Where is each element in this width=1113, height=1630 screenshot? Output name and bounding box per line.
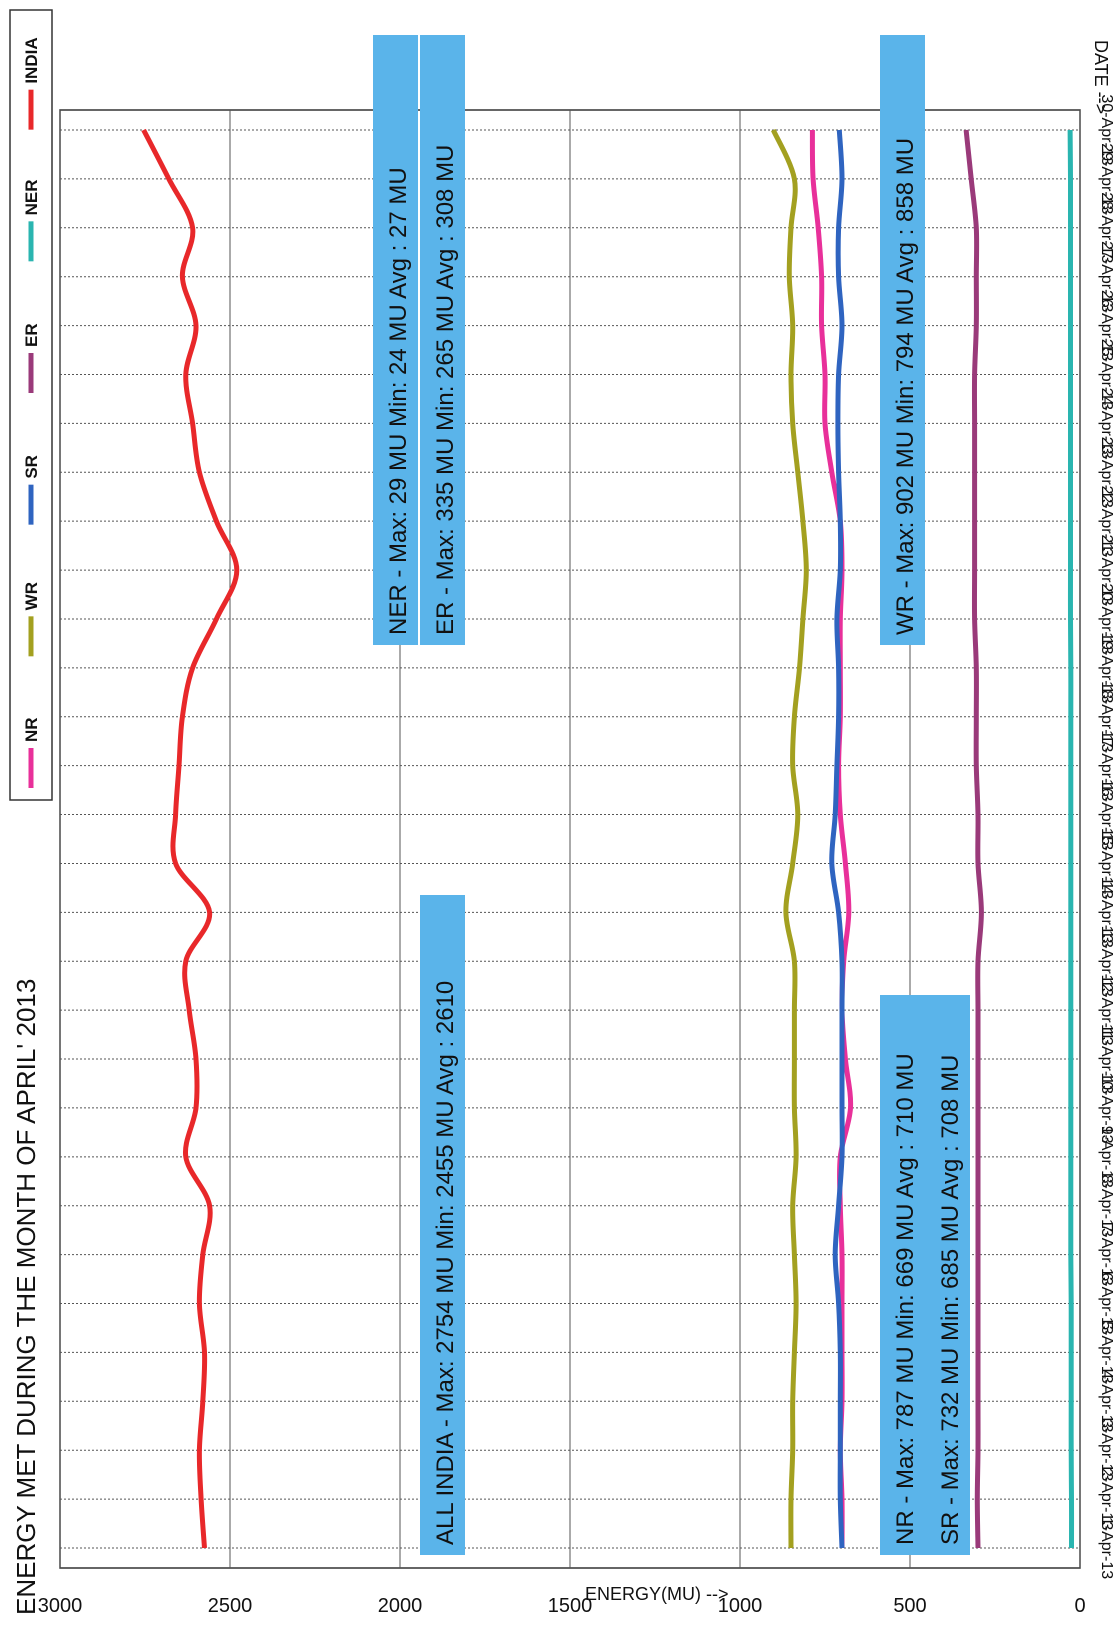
x-tick-label: 29-Apr-13: [1098, 143, 1113, 214]
x-tick-label: 16-Apr-13: [1098, 779, 1113, 850]
chart-title: ENERGY MET DURING THE MONTH OF APRIL' 20…: [11, 979, 41, 1615]
x-tick-label: 6-Apr-13: [1098, 1272, 1113, 1334]
legend-label-india: INDIA: [22, 37, 41, 83]
series-lines: [141, 128, 1075, 1549]
x-tick-label: 25-Apr-13: [1098, 339, 1113, 410]
annotation-box: [420, 895, 465, 1555]
x-tick-label: 26-Apr-13: [1098, 290, 1113, 361]
y-tick-label: 1500: [548, 1595, 593, 1617]
x-tick-label: 18-Apr-13: [1098, 681, 1113, 752]
annotation-text: SR - Max: 732 MU Min: 685 MU Avg : 708 M…: [937, 1055, 964, 1545]
series-line-ner: [1067, 129, 1075, 1549]
annotation-text: NR - Max: 787 MU Min: 669 MU Avg : 710 M…: [892, 1053, 919, 1545]
x-tick-label: 21-Apr-13: [1098, 534, 1113, 605]
annotation-box: [880, 995, 970, 1555]
legend-label-wr: WR: [22, 582, 41, 610]
y-axis-label: ENERGY(MU) -->: [585, 1584, 729, 1604]
x-tick-label: 1-Apr-13: [1098, 1517, 1113, 1579]
annotation-box: [880, 35, 925, 645]
x-tick-label: 5-Apr-13: [1098, 1321, 1113, 1383]
x-tick-label: 13-Apr-13: [1098, 926, 1113, 997]
series-line-nr: [809, 129, 854, 1549]
legend-label-er: ER: [22, 323, 41, 347]
x-tick-label: 22-Apr-13: [1098, 486, 1113, 557]
legend-label-ner: NER: [22, 179, 41, 215]
x-tick-label: 17-Apr-13: [1098, 730, 1113, 801]
series-line-sr: [829, 129, 845, 1549]
annotation-text: ER - Max: 335 MU Min: 265 MU Avg : 308 M…: [432, 145, 459, 635]
y-tick-label: 2500: [208, 1595, 253, 1617]
x-tick-label: 7-Apr-13: [1098, 1223, 1113, 1285]
y-tick-label: 500: [893, 1595, 926, 1617]
x-tick-label: 14-Apr-13: [1098, 877, 1113, 948]
legend-label-nr: NR: [22, 717, 41, 742]
legend-label-sr: SR: [22, 455, 41, 479]
x-tick-label: 23-Apr-13: [1098, 437, 1113, 508]
x-tick-label: 28-Apr-13: [1098, 192, 1113, 263]
x-tick-label: 10-Apr-13: [1098, 1072, 1113, 1143]
annotation-box: [373, 35, 418, 645]
series-line-er: [963, 129, 984, 1549]
series-line-wr: [771, 128, 809, 1549]
y-tick-label: 1000: [718, 1595, 763, 1617]
x-axis-label: DATE -->: [1091, 40, 1111, 114]
x-tick-label: 2-Apr-13: [1098, 1468, 1113, 1530]
series-line-india: [141, 128, 240, 1549]
axis-ticks: 0 500 1000 1500 2000 2500 3000 1-Apr-132-Apr-13…: [38, 94, 1113, 1617]
legend-box: [9, 9, 53, 801]
x-tick-label: 19-Apr-13: [1098, 632, 1113, 703]
x-tick-label: 8-Apr-13: [1098, 1175, 1113, 1237]
annotation-text: ALL INDIA - Max: 2754 MU Min: 2455 MU Av…: [432, 981, 459, 1545]
x-tick-label: 15-Apr-13: [1098, 828, 1113, 899]
x-tick-label: 4-Apr-13: [1098, 1370, 1113, 1432]
x-tick-label: 3-Apr-13: [1098, 1419, 1113, 1481]
annotation-boxes: NR - Max: 787 MU Min: 669 MU Avg : 710 M…: [373, 35, 970, 1555]
annotation-box: [420, 35, 465, 645]
x-tick-label: 9-Apr-13: [1098, 1126, 1113, 1188]
y-tick-label: 3000: [38, 1595, 83, 1617]
x-tick-label: 30-Apr-13: [1098, 94, 1113, 165]
y-tick-label: 0: [1074, 1595, 1085, 1617]
annotation-text: WR - Max: 902 MU Min: 794 MU Avg : 858 M…: [892, 138, 919, 635]
x-tick-label: 12-Apr-13: [1098, 975, 1113, 1046]
y-tick-label: 2000: [378, 1595, 423, 1617]
x-tick-label: 11-Apr-13: [1098, 1024, 1113, 1094]
x-tick-label: 20-Apr-13: [1098, 583, 1113, 654]
annotation-text: NER - Max: 29 MU Min: 24 MU Avg : 27 MU: [385, 167, 412, 635]
x-tick-label: 27-Apr-13: [1098, 241, 1113, 312]
x-tick-label: 24-Apr-13: [1098, 388, 1113, 459]
legend: NR WR SR ER NER INDIA: [9, 9, 53, 801]
